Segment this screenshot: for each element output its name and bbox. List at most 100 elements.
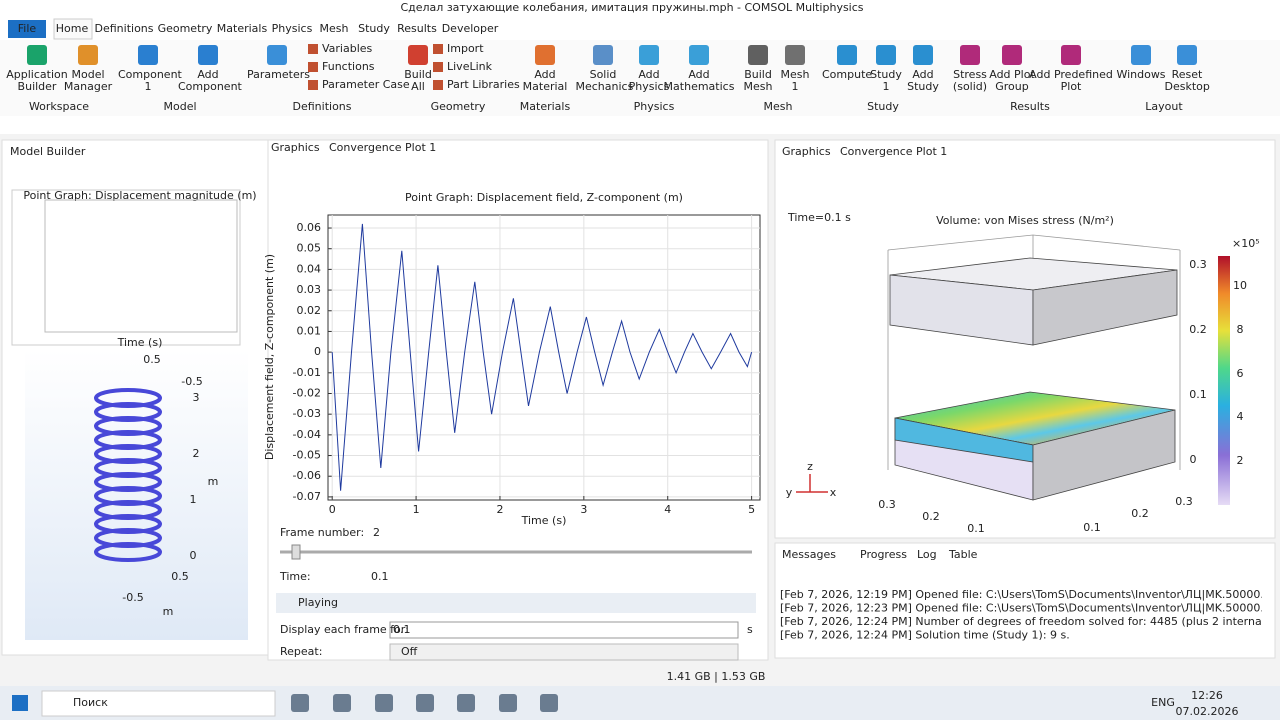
tab[interactable]: Messages: [782, 548, 836, 561]
axis-label: m: [163, 605, 174, 618]
triad-label: x: [830, 486, 837, 499]
language: ENG: [1151, 696, 1175, 709]
tab[interactable]: Graphics: [782, 145, 831, 158]
slider-thumb[interactable]: [291, 544, 301, 560]
ribbon-small-button[interactable]: Part Libraries: [447, 78, 520, 91]
ribbon-small-icon: [308, 44, 318, 54]
thumbnail: [11, 189, 241, 346]
ribbon-button[interactable]: Model Manager: [63, 68, 113, 93]
y-tick-label: 0.04: [297, 262, 322, 275]
ribbon-icon: [689, 45, 709, 65]
y-tick-label: 0: [314, 345, 321, 358]
menu-tab[interactable]: Geometry: [158, 22, 213, 35]
menu-tab[interactable]: File: [18, 22, 37, 35]
setting-text: Frame number:: [280, 526, 364, 539]
ribbon-button[interactable]: Add Plot Group: [989, 68, 1035, 93]
spring-coil: [94, 542, 162, 562]
ribbon-button[interactable]: Stress (solid): [952, 68, 988, 93]
ribbon-button[interactable]: Add Mathematics: [663, 68, 735, 93]
x-tick-label: 4: [664, 503, 671, 516]
x-tick-label: 0: [329, 503, 336, 516]
triad-label: y: [786, 486, 793, 499]
axis-label: 3: [193, 391, 200, 404]
ribbon-button[interactable]: Parameters: [247, 68, 310, 81]
menu-tab[interactable]: Definitions: [95, 22, 154, 35]
ribbon-button[interactable]: Add Material: [522, 68, 568, 93]
ribbon-button[interactable]: Component 1: [118, 68, 182, 93]
y-tick-label: 0.03: [297, 283, 322, 296]
panel-title: Model Builder: [10, 145, 86, 158]
setting-text: 0.1: [371, 570, 389, 583]
tab[interactable]: Table: [948, 548, 978, 561]
dropdown[interactable]: [389, 643, 739, 661]
ribbon-button[interactable]: Solid Mechanics: [575, 68, 634, 93]
axis-label: 0.5: [143, 353, 161, 366]
ribbon-small-button[interactable]: Variables: [322, 42, 373, 55]
y-tick-label: -0.07: [293, 490, 321, 503]
ribbon-icon: [748, 45, 768, 65]
ribbon-group-label: Workspace: [29, 100, 89, 113]
tab[interactable]: Convergence Plot 1: [840, 145, 947, 158]
axis-tick: 0.2: [922, 510, 940, 523]
axis-tick: 0.2: [1189, 323, 1207, 336]
thumbnail-title: Point Graph: Displacement magnitude (m): [23, 189, 256, 202]
x-tick-label: 1: [413, 503, 420, 516]
setting-text: Time:: [279, 570, 311, 583]
section-header: [276, 593, 756, 613]
input-box[interactable]: [389, 621, 739, 639]
ribbon-group-label: Results: [1010, 100, 1050, 113]
ribbon-group-label: Physics: [634, 100, 675, 113]
ribbon-button[interactable]: Compute: [822, 68, 873, 81]
tab[interactable]: Graphics: [271, 141, 320, 154]
ribbon-small-icon: [308, 62, 318, 72]
ribbon-small-icon: [308, 80, 318, 90]
ribbon-small-button[interactable]: LiveLink: [447, 60, 493, 73]
ribbon-button[interactable]: Add Study: [907, 68, 939, 93]
ribbon-button[interactable]: Reset Desktop: [1164, 68, 1210, 93]
menu-tab[interactable]: Home: [56, 22, 89, 35]
quick-toolbar: [0, 116, 1280, 134]
ribbon-group-label: Study: [867, 100, 899, 113]
ribbon-icon: [138, 45, 158, 65]
y-tick-label: 0.06: [297, 221, 322, 234]
ribbon-icon: [639, 45, 659, 65]
menu-tab[interactable]: Physics: [272, 22, 313, 35]
ribbon-icon: [593, 45, 613, 65]
ribbon-group-label: Layout: [1145, 100, 1183, 113]
menu-tab[interactable]: Mesh: [320, 22, 349, 35]
ribbon-button[interactable]: Mesh 1: [780, 68, 810, 93]
ribbon-icon: [785, 45, 805, 65]
colorbar-exponent: ×10⁵: [1232, 237, 1260, 250]
tab[interactable]: Convergence Plot 1: [329, 141, 436, 154]
ribbon-button[interactable]: Application Builder: [6, 68, 68, 93]
menu-tab[interactable]: Materials: [217, 22, 268, 35]
setting-text: s: [747, 623, 753, 636]
menu-tab[interactable]: Results: [397, 22, 437, 35]
tab[interactable]: Log: [917, 548, 937, 561]
ribbon-small-button[interactable]: Import: [447, 42, 484, 55]
ribbon-button[interactable]: Add Physics: [628, 68, 670, 93]
chart-title: Point Graph: Displacement field, Z-compo…: [405, 191, 683, 204]
ribbon-group-label: Definitions: [293, 100, 352, 113]
ribbon-button[interactable]: Build Mesh: [743, 68, 773, 93]
window-title: Сделал затухающие колебания, имитация пр…: [400, 1, 863, 14]
search-box[interactable]: [41, 690, 276, 717]
start-button[interactable]: [12, 695, 28, 711]
tab[interactable]: Progress: [860, 548, 907, 561]
ribbon-button[interactable]: Add Predefined Plot: [1029, 68, 1113, 93]
file-button[interactable]: [8, 20, 46, 38]
ribbon-small-button[interactable]: Functions: [322, 60, 375, 73]
menu-tab[interactable]: Developer: [442, 22, 499, 35]
home-tab-bg[interactable]: [53, 18, 93, 40]
x-axis-label: Time (s): [521, 514, 567, 527]
ribbon-button[interactable]: Study 1: [870, 68, 902, 93]
ribbon-button[interactable]: Build All: [404, 68, 432, 93]
ribbon-group-label: Materials: [520, 100, 571, 113]
ribbon-button[interactable]: Windows: [1116, 68, 1166, 81]
search-text[interactable]: Поиск: [73, 696, 108, 709]
menu-tab[interactable]: Study: [358, 22, 390, 35]
ribbon-button[interactable]: Add Component: [178, 68, 242, 93]
ribbon-small-button[interactable]: Parameter Case: [322, 78, 410, 91]
axis-label: -0.5: [181, 375, 202, 388]
